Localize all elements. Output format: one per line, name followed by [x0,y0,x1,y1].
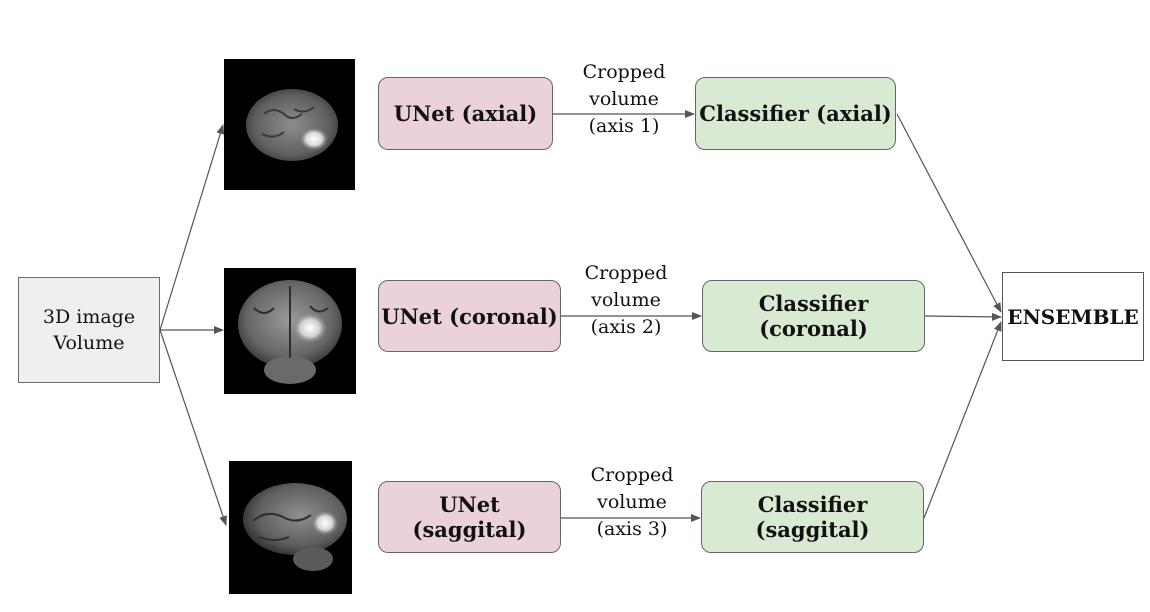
unet-coronal-box: UNet (coronal) [378,280,561,352]
edge-label-coronal-line2: volume [591,289,661,311]
edge-label-saggital-line3: (axis 3) [596,518,668,540]
unet-saggital-box: UNet (saggital) [378,481,561,553]
edge-label-axial-line2: volume [589,88,659,110]
arrow-input-to-axial-scan [159,124,225,331]
edge-label-axial-line1: Cropped [582,61,666,83]
unet-coronal-label: UNet (coronal) [381,303,558,329]
unet-axial-box: UNet (axial) [378,77,553,150]
classifier-saggital-label: Classifier (saggital) [755,492,870,542]
ensemble-box: ENSEMBLE [1002,272,1144,361]
edge-label-coronal-line1: Cropped [584,262,668,284]
input-3d-volume-box: 3D image Volume [18,277,160,383]
arrow-classifier-saggital-to-ensemble [923,321,1002,519]
axial-mri-slice-image [224,59,355,190]
unet-axial-label: UNet (axial) [393,101,538,126]
arrow-input-to-saggital-scan [159,329,227,526]
input-label-line1: 3D image [42,306,136,328]
edge-label-saggital-line2: volume [597,491,667,513]
edge-label-saggital: Cropped volume (axis 3) [577,462,687,543]
edge-label-saggital-line1: Cropped [590,464,674,486]
arrow-classifier-axial-to-ensemble [896,113,1002,313]
ensemble-label: ENSEMBLE [1007,304,1139,329]
edge-label-axial: Cropped volume (axis 1) [569,59,679,140]
edge-label-axial-line3: (axis 1) [588,115,660,137]
edge-label-coronal-line3: (axis 2) [590,316,662,338]
unet-saggital-label: UNet (saggital) [412,492,527,542]
classifier-axial-box: Classifier (axial) [695,77,896,150]
classifier-saggital-box: Classifier (saggital) [701,481,924,553]
input-label-line2: Volume [53,332,125,354]
coronal-mri-slice-image [224,268,356,394]
classifier-axial-label: Classifier (axial) [699,101,892,126]
arrow-classifier-coronal-to-ensemble [924,312,1002,321]
classifier-coronal-box: Classifier (coronal) [702,280,925,352]
edge-label-coronal: Cropped volume (axis 2) [571,260,681,341]
classifier-coronal-label: Classifier (coronal) [758,291,869,341]
saggital-mri-slice-image [229,461,352,594]
